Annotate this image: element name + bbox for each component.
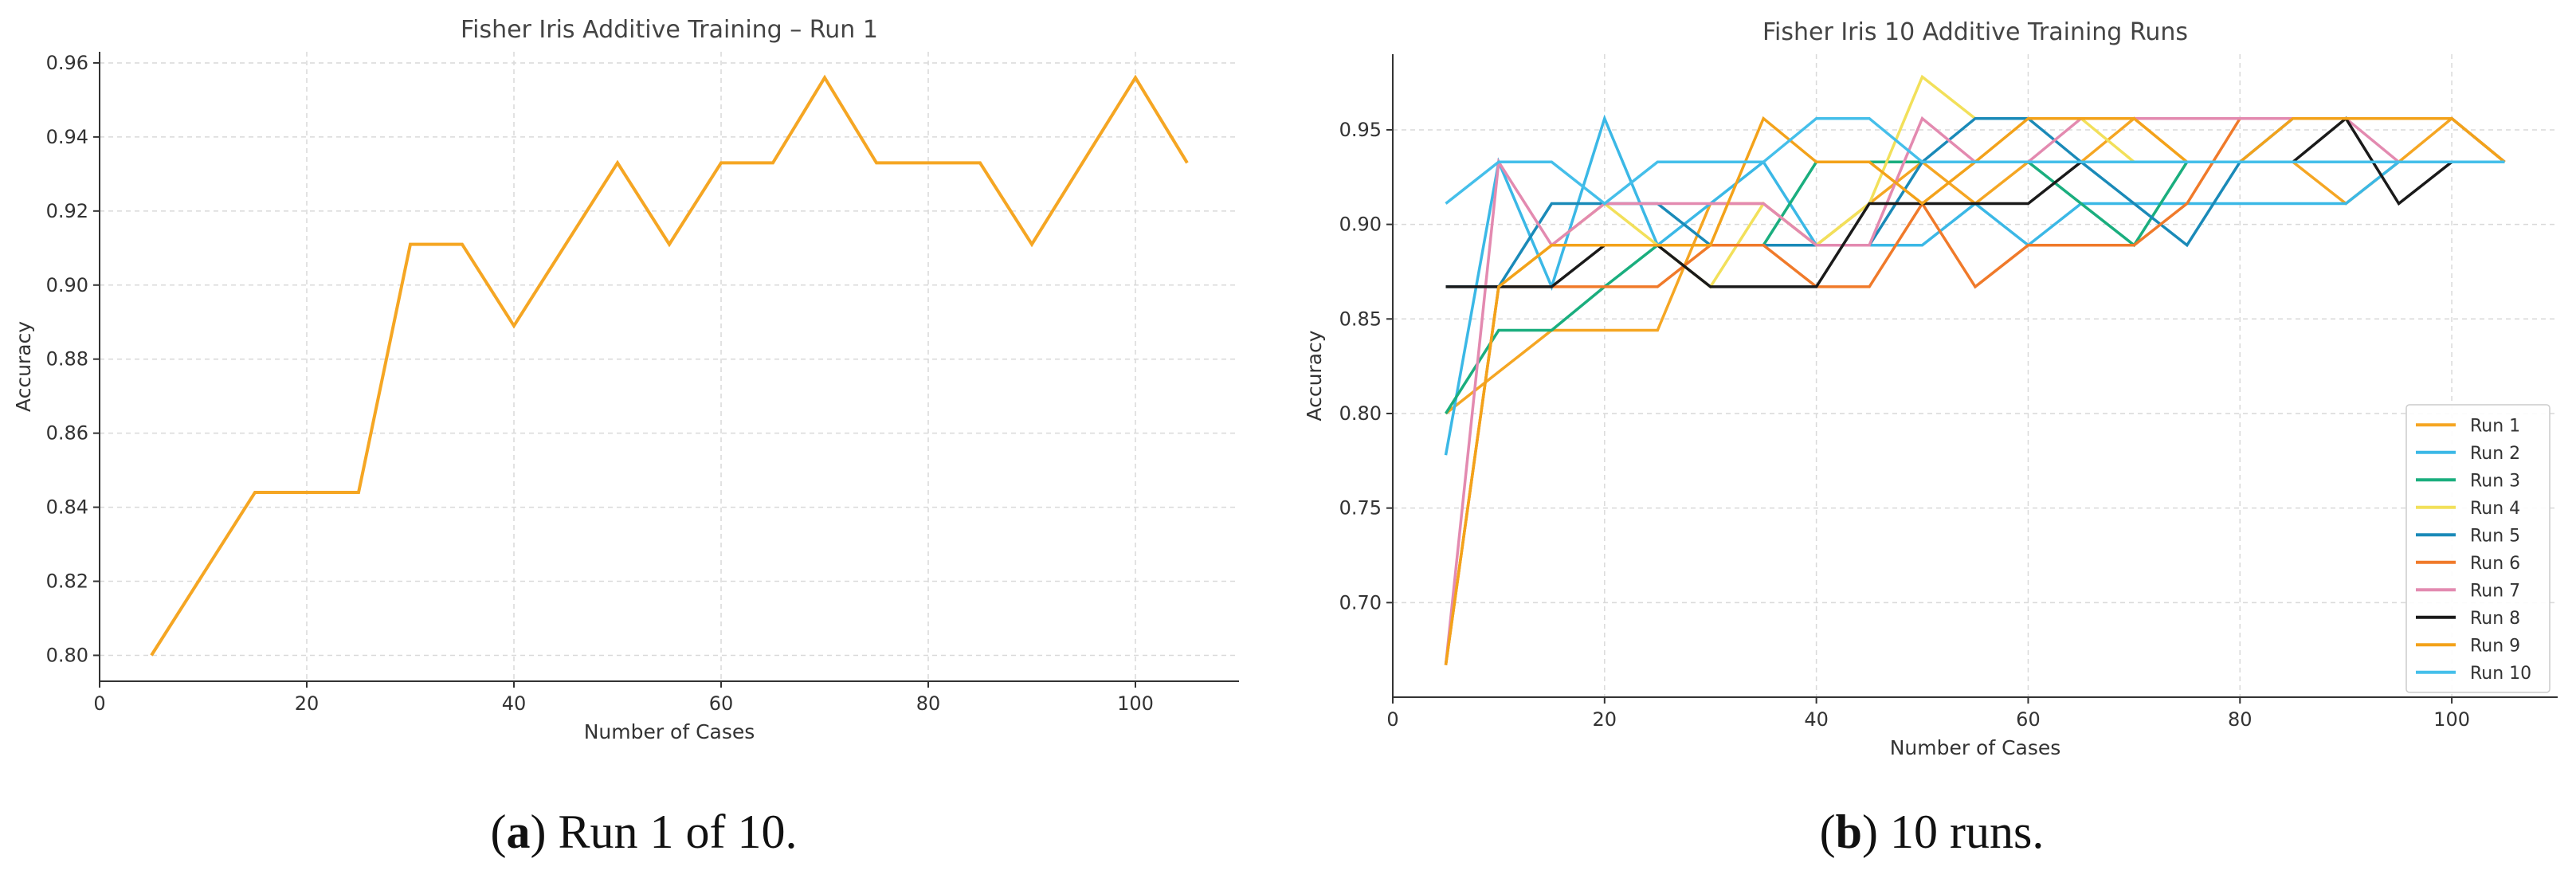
caption-a-letter: a [506, 806, 531, 858]
legend-label: Run 8 [2470, 609, 2520, 629]
y-tick-label: 0.86 [46, 422, 88, 445]
chart-title: Fisher Iris Additive Training – Run 1 [461, 16, 878, 44]
y-tick-label: 0.90 [46, 274, 88, 296]
x-tick-label: 80 [2228, 708, 2253, 731]
series-line-run-10 [1445, 116, 2505, 206]
caption-b: (b) 10 runs. [1819, 806, 2045, 858]
chart-10-runs: 0 20 40 60 80 100 0.70 0.75 0.80 0.85 0.90 0.95 Fish… [1303, 18, 2558, 759]
y-tick-label: 0.90 [1339, 214, 1382, 236]
legend-label: Run 9 [2470, 636, 2520, 656]
legend-box [2405, 404, 2551, 693]
legend-label: Run 2 [2470, 444, 2520, 464]
x-axis-label: Number of Cases [584, 720, 755, 743]
x-tick-label: 0 [93, 692, 105, 715]
caption-a: (a) Run 1 of 10. [490, 806, 798, 858]
y-tick-label: 0.85 [1339, 308, 1382, 330]
y-tick-label: 0.96 [46, 52, 88, 74]
legend-label: Run 10 [2470, 664, 2531, 684]
x-tick-label: 60 [709, 692, 734, 715]
legend-label: Run 4 [2470, 499, 2520, 519]
caption-b-text: 10 runs. [1890, 806, 2045, 858]
x-tick-label: 20 [295, 692, 320, 715]
x-tick-label: 40 [1804, 708, 1829, 731]
y-tick-label: 0.94 [46, 126, 88, 148]
legend-label: Run 5 [2470, 526, 2520, 546]
legend-label: Run 6 [2470, 554, 2520, 574]
y-tick-label: 0.82 [46, 570, 88, 593]
y-tick-label: 0.75 [1339, 497, 1382, 519]
x-tick-label: 20 [1593, 708, 1617, 731]
legend-label: Run 7 [2470, 581, 2520, 601]
x-axis-label: Number of Cases [1890, 736, 2061, 759]
x-tick-label: 0 [1386, 708, 1398, 731]
x-tick-label: 100 [2433, 708, 2470, 731]
caption-b-letter: b [1835, 806, 1863, 858]
y-tick-label: 0.80 [1339, 402, 1382, 425]
caption-a-text: Run 1 of 10. [558, 806, 798, 858]
chart-title: Fisher Iris 10 Additive Training Runs [1762, 18, 2188, 46]
chart-run-1: 0 20 40 60 80 100 0.80 0.82 0.84 0.86 0.88 0.90 0.92… [12, 16, 1239, 743]
legend-label: Run 3 [2470, 471, 2520, 491]
x-tick-label: 40 [502, 692, 527, 715]
y-tick-label: 0.70 [1339, 591, 1382, 614]
y-tick-label: 0.95 [1339, 119, 1382, 141]
y-axis-label: Accuracy [1303, 330, 1326, 421]
x-tick-label: 60 [2016, 708, 2041, 731]
x-tick-label: 100 [1117, 692, 1154, 715]
y-axis-label: Accuracy [12, 321, 35, 412]
y-tick-label: 0.92 [46, 200, 88, 222]
y-tick-label: 0.88 [46, 348, 88, 371]
x-tick-label: 80 [916, 692, 941, 715]
legend-label: Run 1 [2470, 416, 2520, 436]
series-line-run-1 [150, 74, 1189, 657]
y-tick-label: 0.84 [46, 496, 88, 519]
y-tick-label: 0.80 [46, 644, 88, 666]
